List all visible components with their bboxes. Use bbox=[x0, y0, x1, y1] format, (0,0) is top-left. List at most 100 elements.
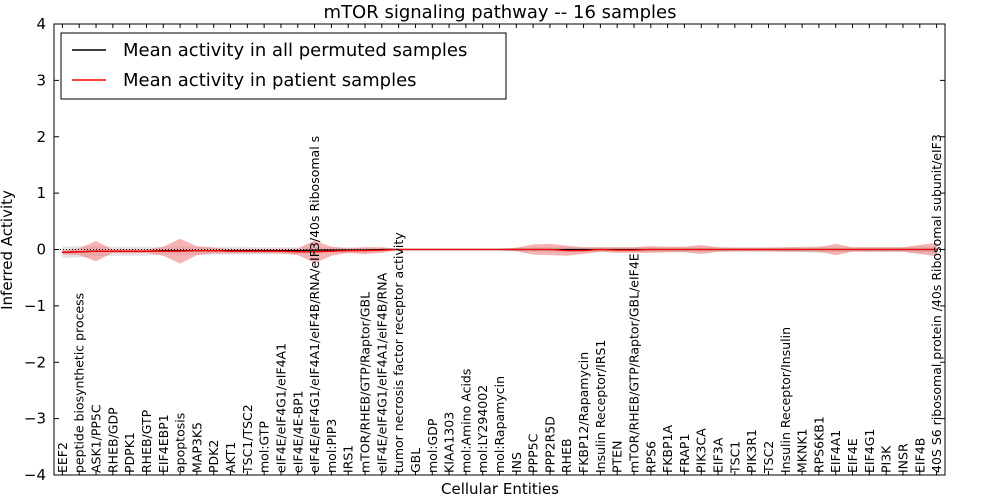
x-tick-label: mol:GTP bbox=[257, 421, 272, 473]
data-point bbox=[616, 249, 618, 251]
x-tick-label: PI3K bbox=[879, 445, 894, 473]
y-tick-label: 3 bbox=[36, 71, 46, 89]
data-point bbox=[330, 250, 332, 252]
data-point bbox=[784, 248, 786, 251]
data-point bbox=[700, 248, 702, 251]
data-point bbox=[297, 251, 299, 253]
data-point bbox=[667, 248, 669, 251]
x-tick-label: FKBP1A bbox=[660, 425, 675, 473]
x-tick-label: INS bbox=[509, 452, 524, 473]
data-point bbox=[566, 250, 568, 252]
data-point bbox=[381, 249, 383, 251]
x-tick-label: eIF4E/eIF4G1/eIF4A1/eIF4B/RNA bbox=[374, 272, 389, 473]
y-axis-label: Inferred Activity bbox=[0, 190, 16, 310]
data-point bbox=[767, 248, 770, 251]
y-tick-label: 4 bbox=[36, 15, 46, 33]
data-point bbox=[129, 250, 131, 252]
x-tick-label: FRAP1 bbox=[677, 434, 692, 473]
x-tick-label: MKNK1 bbox=[795, 429, 810, 473]
x-tick-label: PTEN bbox=[610, 441, 625, 473]
data-point bbox=[398, 248, 400, 251]
x-tick-label: IRS1 bbox=[341, 445, 356, 473]
x-tick-label: mol:GDP bbox=[425, 418, 440, 473]
data-point bbox=[935, 248, 938, 251]
x-tick-label: mol:Rapamycin bbox=[492, 376, 507, 473]
x-tick-label: AKT1 bbox=[223, 442, 238, 473]
legend-entry-label: Mean activity in patient samples bbox=[123, 70, 417, 91]
x-tick-label: PIK3CA bbox=[694, 428, 709, 473]
y-tick-label: 2 bbox=[36, 128, 46, 146]
x-tick-label: TSC2 bbox=[761, 441, 776, 474]
x-tick-label: peptide biosynthetic process bbox=[72, 293, 87, 473]
data-point bbox=[683, 248, 686, 251]
x-tick-label: eIF4E/eIF4G1/eIF4A1/eIF4B/RNA/eIF3/40s R… bbox=[307, 136, 322, 473]
chart-title: mTOR signaling pathway -- 16 samples bbox=[324, 2, 677, 23]
x-tick-label: RHEB/GDP bbox=[105, 407, 120, 473]
data-point bbox=[751, 248, 753, 251]
x-tick-label: EIF4A1 bbox=[828, 430, 843, 473]
data-point bbox=[801, 248, 803, 251]
data-point bbox=[347, 250, 349, 252]
x-tick-label: PDK2 bbox=[206, 440, 221, 473]
y-tick-label: 0 bbox=[36, 241, 46, 259]
x-axis-label: Cellular Entities bbox=[441, 480, 559, 498]
data-point bbox=[448, 248, 450, 251]
x-tick-label: FKBP12/Rapamycin bbox=[576, 352, 591, 473]
x-tick-label: MAP3K5 bbox=[189, 422, 204, 473]
x-tick-label: mol:PIP3 bbox=[324, 419, 339, 473]
data-point bbox=[532, 248, 534, 251]
x-tick-label: PDPK1 bbox=[122, 432, 137, 473]
data-point bbox=[734, 248, 736, 251]
x-tick-label: mTOR/RHEB/GTP/Raptor/GBL bbox=[358, 292, 373, 473]
data-point bbox=[431, 248, 433, 251]
data-point bbox=[902, 248, 904, 251]
data-point bbox=[515, 248, 517, 251]
data-point bbox=[414, 248, 417, 251]
data-point bbox=[582, 250, 585, 252]
data-point bbox=[196, 250, 198, 252]
data-point bbox=[313, 249, 316, 251]
data-point bbox=[599, 248, 601, 251]
x-tick-label: PPP2R5D bbox=[542, 416, 557, 473]
data-point bbox=[78, 251, 80, 253]
x-tick-label: mol:LY294002 bbox=[475, 385, 490, 473]
data-point bbox=[145, 250, 148, 252]
x-tick-label: TSC1/TSC2 bbox=[240, 404, 255, 474]
data-point bbox=[313, 251, 316, 253]
data-point bbox=[364, 250, 366, 252]
data-point bbox=[566, 248, 568, 251]
x-tick-label: EIF4G1 bbox=[862, 429, 877, 473]
x-tick-label: EIF4B bbox=[912, 438, 927, 473]
y-tick-label: −4 bbox=[24, 466, 46, 484]
data-point bbox=[633, 249, 635, 251]
data-point bbox=[835, 248, 837, 251]
data-point bbox=[465, 248, 467, 251]
y-tick-label: 1 bbox=[36, 184, 46, 202]
x-tick-label: RHEB/GTP bbox=[139, 409, 154, 473]
y-tick-label: −3 bbox=[24, 410, 46, 428]
data-point bbox=[919, 248, 921, 251]
legend-box bbox=[60, 32, 507, 100]
data-point bbox=[330, 249, 332, 251]
data-point bbox=[818, 248, 820, 251]
data-point bbox=[851, 248, 854, 251]
x-tick-label: eIF4E/4E-BP1 bbox=[290, 390, 305, 473]
x-tick-label: tumor necrosis factor receptor activity bbox=[391, 232, 406, 473]
data-point bbox=[498, 248, 501, 251]
data-point bbox=[650, 248, 652, 251]
x-tick-label: eIF4E/eIF4G1/eIF4A1 bbox=[274, 343, 289, 473]
x-tick-label: Insulin Receptor/Insulin bbox=[778, 327, 793, 473]
x-tick-label: apoptosis bbox=[173, 413, 188, 473]
x-tick-label: EIF3A bbox=[711, 437, 726, 473]
data-point bbox=[549, 248, 551, 251]
data-point bbox=[280, 250, 282, 252]
x-tick-label: RHEB bbox=[559, 438, 574, 473]
data-point bbox=[482, 248, 484, 251]
data-point bbox=[112, 250, 114, 252]
x-tick-label: KIAA1303 bbox=[442, 412, 457, 473]
x-tick-label: ASK1/PP5C bbox=[89, 404, 104, 473]
x-tick-label: PIK3R1 bbox=[744, 429, 759, 473]
x-tick-label: EIF4EBP1 bbox=[156, 414, 171, 473]
y-tick-label: −2 bbox=[24, 353, 46, 371]
data-point bbox=[297, 250, 299, 252]
